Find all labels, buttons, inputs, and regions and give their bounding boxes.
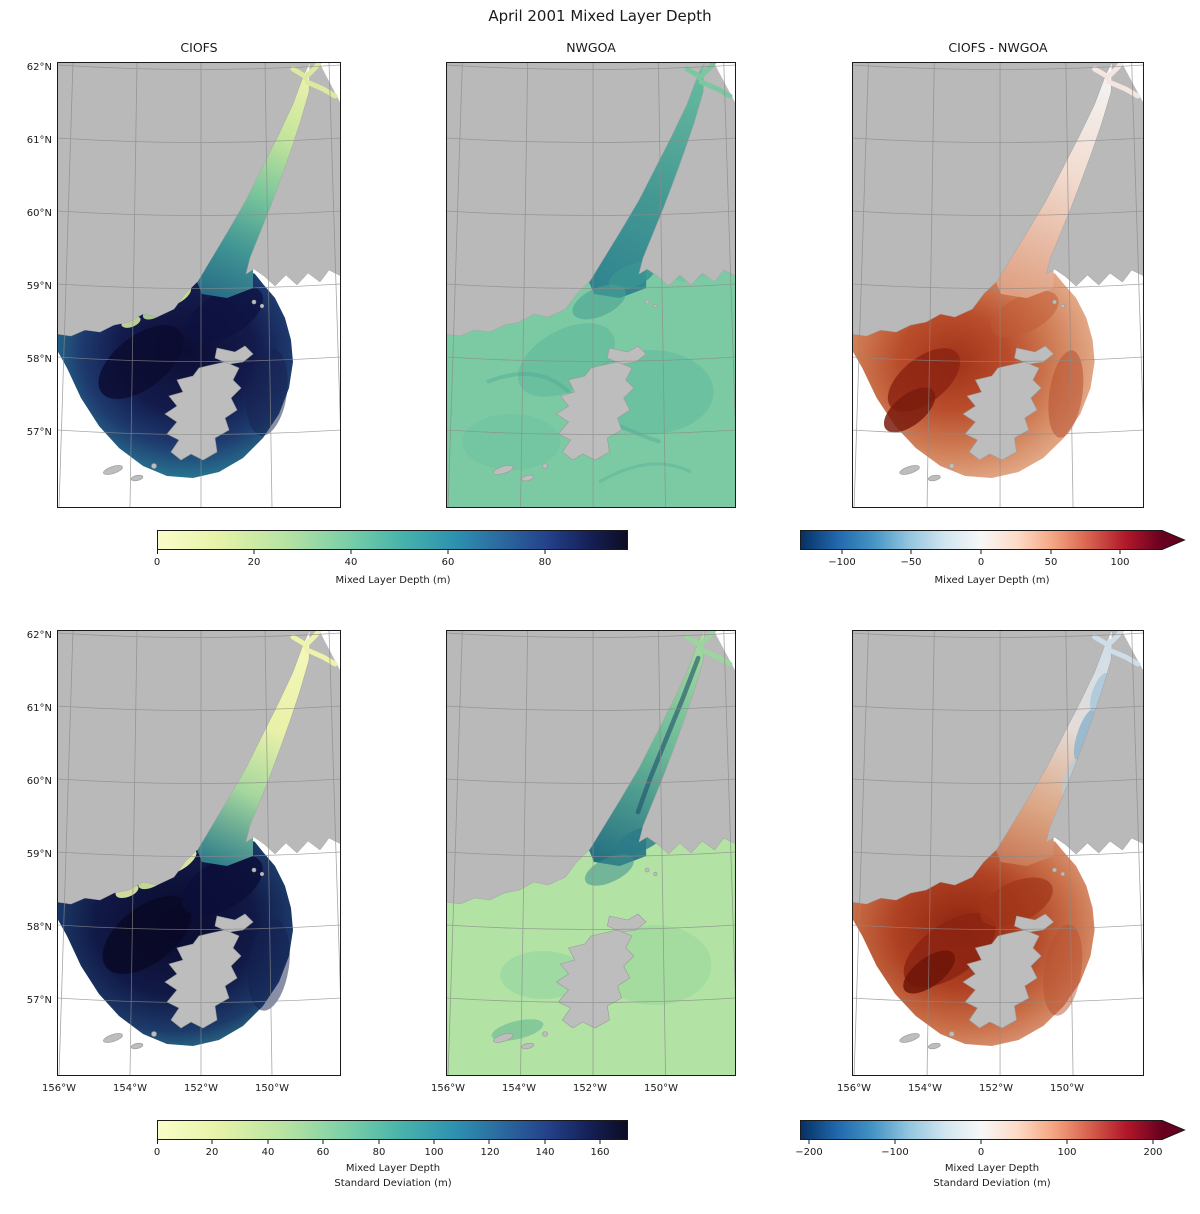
colorbar-label-mld-std-diff-line2: Standard Deviation (m): [933, 1178, 1051, 1189]
cb-tick-label: −100: [881, 1147, 909, 1158]
lat-tick-label: 61°N: [26, 703, 52, 714]
figure-title: April 2001 Mixed Layer Depth: [488, 7, 712, 25]
colorbar-label-mld: Mixed Layer Depth (m): [335, 575, 451, 586]
colorbar-border: [800, 1120, 1186, 1140]
lon-tick-label: 154°W: [113, 1083, 147, 1094]
cb-tick-label: 120: [480, 1147, 500, 1158]
lat-tick-label: 60°N: [26, 776, 52, 787]
map-panel-nwgoa-std: [446, 630, 736, 1076]
panel-frame: [853, 63, 1144, 508]
map-panel-diff-std: [852, 630, 1144, 1076]
colorbar-gradient: [800, 1120, 1162, 1140]
cb-tick-label: 100: [424, 1147, 444, 1158]
lon-tick-label: 154°W: [502, 1083, 536, 1094]
colorbar-gradient: [157, 1120, 628, 1140]
cb-tick-label: 50: [1044, 557, 1058, 568]
map-panel-ciofs-mean: [57, 62, 341, 508]
colorbar-extend-arrow: [1162, 1120, 1185, 1140]
deep-mld-blobs: [98, 285, 288, 436]
panel-frame: [58, 63, 341, 508]
lat-tick-label: 62°N: [26, 630, 52, 641]
lon-tick-label: 150°W: [1050, 1083, 1084, 1094]
panel-frame: [58, 631, 341, 1076]
cb-tick-label: 0: [153, 557, 161, 568]
colorbar-ticks: [841, 550, 1121, 554]
cb-tick-label: 60: [441, 557, 455, 568]
panel-title-ciofs-minus-nwgoa: CIOFS - NWGOA: [948, 40, 1048, 55]
cb-tick-label: 0: [977, 557, 985, 568]
lat-tick-label: 62°N: [26, 62, 52, 73]
lat-tick-label: 57°N: [26, 995, 52, 1006]
cb-tick-label: 100: [1057, 1147, 1077, 1158]
lat-tick-label: 58°N: [26, 922, 52, 933]
colorbar-extend-arrow: [1162, 530, 1185, 550]
cb-tick-label: 0: [153, 1147, 161, 1158]
lon-tick-label: 156°W: [837, 1083, 871, 1094]
colorbar-label-mld-std-line1: Mixed Layer Depth: [345, 1163, 441, 1174]
colorbar-border: [800, 530, 1186, 550]
lon-tick-label: 152°W: [184, 1083, 218, 1094]
lon-tick-label: 150°W: [255, 1083, 289, 1094]
cb-tick-label: 200: [1143, 1147, 1163, 1158]
cb-tick-label: −200: [795, 1147, 823, 1158]
map-panel-nwgoa-mean: [446, 62, 736, 508]
colorbar-border: [157, 1120, 628, 1140]
lon-tick-label: 152°W: [573, 1083, 607, 1094]
colorbar-gradient: [800, 530, 1162, 550]
cb-tick-label: 0: [977, 1147, 985, 1158]
lon-tick-label: 150°W: [644, 1083, 678, 1094]
lat-tick-label: 59°N: [26, 849, 52, 860]
colorbar-mld-diff: [800, 530, 1186, 554]
panel-title-nwgoa: NWGOA: [566, 40, 616, 55]
colorbar-gradient: [157, 530, 628, 550]
cb-tick-label: 80: [538, 557, 552, 568]
colorbar-label-mld-diff: Mixed Layer Depth (m): [934, 575, 1050, 586]
cb-tick-label: 60: [316, 1147, 330, 1158]
cb-tick-label: 140: [535, 1147, 555, 1158]
cb-tick-label: −50: [900, 557, 922, 568]
cb-tick-label: −100: [828, 557, 856, 568]
lat-tick-label: 58°N: [26, 354, 52, 365]
panel-frame: [447, 63, 736, 508]
cb-tick-label: 160: [590, 1147, 610, 1158]
cb-tick-label: 100: [1110, 557, 1130, 568]
lat-tick-label: 57°N: [26, 427, 52, 438]
colorbar-ticks: [808, 1140, 1154, 1144]
cb-tick-label: 40: [344, 557, 358, 568]
strong-positive-blobs: [883, 290, 1084, 438]
lon-tick-label: 152°W: [979, 1083, 1013, 1094]
lon-tick-label: 156°W: [42, 1083, 76, 1094]
cb-tick-label: 20: [247, 557, 261, 568]
colorbar-mld-std-diff: [800, 1120, 1186, 1144]
lat-tick-label: 60°N: [26, 208, 52, 219]
cb-tick-label: 20: [205, 1147, 219, 1158]
colorbar-label-mld-std-line2: Standard Deviation (m): [334, 1178, 452, 1189]
colorbar-mld-std: [157, 1120, 628, 1144]
colorbar-ticks: [157, 550, 546, 554]
colorbar-border: [157, 530, 628, 550]
panel-frame: [447, 631, 736, 1076]
panel-frame: [853, 631, 1144, 1076]
lon-tick-label: 156°W: [431, 1083, 465, 1094]
lat-tick-label: 59°N: [26, 281, 52, 292]
cb-tick-label: 40: [261, 1147, 275, 1158]
cb-tick-label: 80: [372, 1147, 386, 1158]
lon-tick-label: 154°W: [908, 1083, 942, 1094]
panel-title-ciofs: CIOFS: [180, 40, 218, 55]
colorbar-label-mld-std-diff-line1: Mixed Layer Depth: [944, 1163, 1040, 1174]
map-panel-ciofs-std: [57, 630, 341, 1076]
map-panel-diff-mean: [852, 62, 1144, 508]
high-std-blobs: [102, 854, 290, 1011]
colorbar-mld: [157, 530, 628, 554]
lat-tick-label: 61°N: [26, 135, 52, 146]
colorbar-ticks: [157, 1140, 601, 1144]
